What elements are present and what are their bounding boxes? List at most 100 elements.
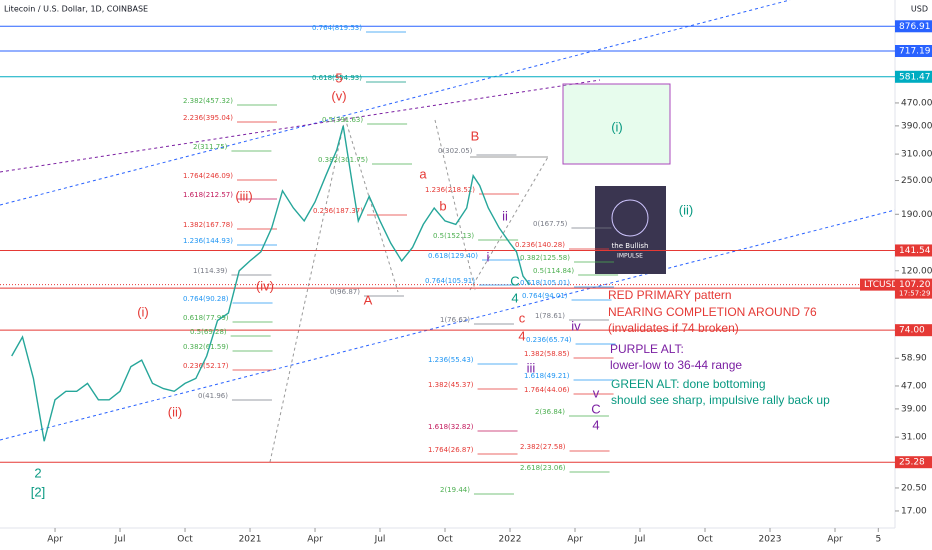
x-tick-label: Oct	[177, 535, 193, 545]
fib-label: 1(76.62)	[440, 316, 470, 324]
target-box	[562, 83, 671, 165]
price-label-bg	[895, 324, 932, 337]
logo	[595, 186, 666, 274]
x-tick-label: 2022	[499, 535, 522, 545]
fib-label: 1(78.61)	[535, 312, 565, 320]
last-price-bg	[860, 278, 895, 291]
wave-label: 5	[335, 70, 342, 85]
fib-label: 0.236(140.28)	[515, 241, 565, 249]
fib-label: 0.764(105.91)	[425, 277, 475, 285]
wave-label: (iii)	[235, 188, 252, 203]
y-tick-label: 39.00	[901, 404, 927, 414]
channel-line	[0, 0, 791, 206]
note: PURPLE ALT:	[610, 342, 684, 356]
fib-label: 0.236(52.17)	[183, 362, 229, 370]
fib-label: 1.236(218.52)	[425, 186, 475, 194]
y-tick-label: 31.00	[901, 433, 927, 443]
x-tick-label: Oct	[697, 535, 713, 545]
fib-label: 0.5(69.28)	[190, 328, 227, 336]
fib-label: 1.382(58.85)	[524, 350, 570, 358]
fib-label: 1.764(26.87)	[428, 446, 474, 454]
price-label: 141.54	[899, 246, 931, 256]
fib-label: 0.618(129.40)	[428, 252, 478, 260]
fib-label: 0.382(301.75)	[318, 156, 368, 164]
price-label-bg	[895, 20, 932, 33]
wave-label: C	[591, 401, 600, 416]
fib-label: 0(41.96)	[198, 392, 228, 400]
fib-label: 2.618(23.06)	[520, 464, 566, 472]
fib-label: 0(167.75)	[533, 220, 568, 228]
wave-label: (iv)	[256, 278, 274, 293]
fib-label: 1.764(44.06)	[524, 386, 570, 394]
channel-line	[0, 79, 601, 173]
countdown: 17:57:29	[899, 290, 930, 298]
fib-label: 0.5(152.13)	[433, 232, 474, 240]
last-price-label: 107.20	[899, 280, 931, 290]
price-label: 581.47	[899, 72, 931, 82]
x-tick-label: 5	[875, 535, 881, 545]
fib-label: 0(302.05)	[438, 147, 473, 155]
price-label: 717.19	[899, 46, 931, 56]
fib-label: 0.764(90.28)	[183, 295, 229, 303]
wave-label: iv	[571, 318, 581, 333]
x-tick-label: Jul	[114, 535, 126, 545]
price-label: 74.00	[899, 326, 925, 336]
fib-label: 1.618(32.82)	[428, 423, 474, 431]
wave-label: [2]	[31, 484, 45, 499]
y-tick-label: 470.00	[901, 98, 932, 108]
fib-label: 1(114.39)	[193, 267, 228, 275]
guide-line	[434, 119, 476, 291]
fib-label: 0(96.87)	[330, 288, 360, 296]
note: GREEN ALT: done bottoming	[611, 377, 766, 391]
x-tick-label: Oct	[437, 535, 453, 545]
guide-line	[469, 156, 549, 291]
logo-mark	[611, 199, 649, 237]
guide-line	[269, 117, 346, 463]
wave-label: c	[519, 310, 526, 325]
fib-label: 0.382(125.58)	[520, 254, 570, 262]
wave-label: i	[487, 249, 490, 264]
y-tick-label: 250.00	[901, 176, 932, 186]
fib-label: 2.382(457.32)	[183, 97, 233, 105]
chart-title: Litecoin / U.S. Dollar, 1D, COINBASE	[4, 5, 148, 14]
wave-label: 4	[518, 328, 525, 343]
currency: USD	[911, 5, 928, 14]
wave-label: iii	[527, 360, 536, 375]
wave-label: (ii)	[168, 404, 182, 419]
wave-label: (i)	[137, 304, 149, 319]
note: NEARING COMPLETION AROUND 76	[608, 305, 817, 319]
wave-label: (v)	[331, 88, 346, 103]
fib-label: 2.382(27.58)	[520, 443, 566, 451]
price-label: 25.28	[899, 458, 925, 468]
fib-label: 0.5(114.84)	[533, 267, 574, 275]
fib-label: 0.5(391.63)	[322, 116, 363, 124]
x-tick-label: Apr	[47, 535, 63, 545]
note: (invalidates if 74 broken)	[608, 321, 739, 335]
price-label-bg	[895, 70, 932, 83]
symbol-label: LTCUSD	[864, 280, 898, 290]
fib-label: 1.764(246.09)	[183, 172, 233, 180]
fib-label: 1.618(49.21)	[524, 372, 570, 380]
price-line	[11, 125, 531, 442]
note: RED PRIMARY pattern	[608, 288, 732, 302]
note: should see sharp, impulsive rally back u…	[611, 393, 830, 407]
channel-line	[0, 209, 896, 441]
price-label-bg	[895, 456, 932, 469]
logo-text: the Bullish	[612, 242, 649, 250]
fib-label: 1.382(45.37)	[428, 381, 474, 389]
wave-label: (ii)	[679, 202, 693, 217]
fib-label: 0.764(94.01)	[522, 292, 568, 300]
fib-label: 2(311.75)	[193, 143, 228, 151]
y-tick-label: 58.90	[901, 354, 927, 364]
wave-label: v	[593, 385, 600, 400]
fib-label: 0.618(105.01)	[520, 279, 570, 287]
fib-label: 0.618(77.99)	[183, 314, 229, 322]
y-tick-label: 17.00	[901, 506, 927, 516]
fib-label: 0.236(65.74)	[526, 336, 572, 344]
fib-label: 0.382(61.59)	[183, 343, 229, 351]
x-tick-label: Apr	[827, 535, 843, 545]
price-label: 876.91	[899, 22, 931, 32]
x-tick-label: Jul	[374, 535, 386, 545]
note: lower-low to 36-44 range	[610, 358, 742, 372]
y-tick-label: 20.50	[901, 483, 927, 493]
